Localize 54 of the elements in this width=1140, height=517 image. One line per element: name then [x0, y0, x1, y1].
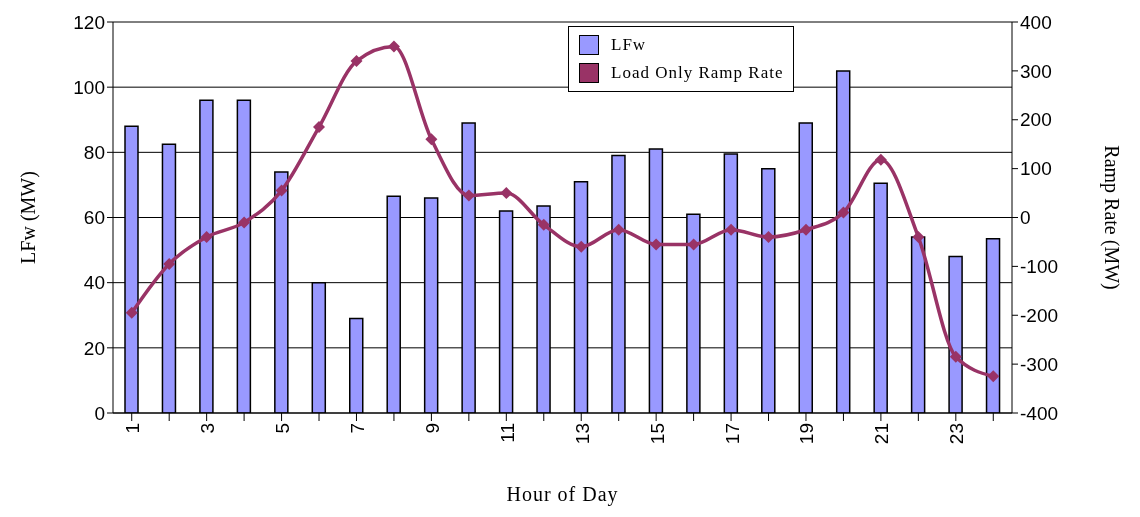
y2-tick-label: -400	[1020, 402, 1059, 424]
point	[425, 133, 438, 146]
legend-label: LFw	[611, 34, 647, 56]
x-tick-label: 5	[272, 423, 294, 434]
y2-tick-label: -300	[1020, 353, 1059, 375]
x-tick-label: 15	[646, 423, 668, 445]
y2-tick-label: 100	[1020, 158, 1052, 180]
x-tick-label: 23	[946, 423, 968, 445]
x-tick-label: 13	[571, 423, 593, 445]
point	[163, 257, 176, 270]
x-tick-label: 7	[346, 423, 368, 434]
point	[500, 187, 513, 200]
y2-tick-label: 300	[1020, 60, 1052, 82]
point	[762, 231, 775, 244]
y-tick-label: 120	[73, 11, 105, 33]
y2-axis-title: Ramp Rate (MW)	[1099, 145, 1123, 290]
x-tick-label: 3	[197, 423, 219, 434]
y2-tick-label: 0	[1020, 207, 1031, 229]
point	[799, 223, 812, 236]
point	[275, 184, 288, 197]
point	[612, 223, 625, 236]
x-tick-label: 17	[721, 423, 743, 445]
point	[575, 240, 588, 253]
point	[350, 55, 363, 68]
point	[125, 306, 138, 319]
y-tick-label: 80	[83, 142, 105, 164]
y2-tick-label: -100	[1020, 256, 1059, 278]
y-tick-label: 0	[94, 402, 105, 424]
x-tick-label: 1	[122, 423, 144, 434]
point	[949, 350, 962, 363]
point	[912, 231, 925, 244]
point	[462, 189, 475, 202]
point	[837, 206, 850, 219]
x-tick-label: 19	[796, 423, 818, 445]
y-tick-label: 40	[83, 272, 105, 294]
legend-label: Load Only Ramp Rate	[611, 62, 784, 84]
point	[987, 370, 1000, 383]
y2-tick-label: -200	[1020, 304, 1059, 326]
y-tick-label: 100	[73, 76, 105, 98]
x-tick-label: 21	[871, 423, 893, 445]
y2-tick-label: 400	[1020, 11, 1052, 33]
point	[874, 153, 887, 166]
y-axis-title: LFw (MW)	[17, 171, 41, 264]
y-tick-label: 60	[83, 207, 105, 229]
point	[537, 218, 550, 231]
x-tick-label: 11	[496, 423, 518, 443]
y2-tick-label: 200	[1020, 109, 1052, 131]
point	[387, 40, 400, 53]
x-tick-label: 9	[421, 423, 443, 434]
x-axis-title: Hour of Day	[506, 483, 619, 506]
point	[313, 121, 326, 134]
y-tick-label: 20	[83, 337, 105, 359]
point	[200, 231, 213, 244]
point	[238, 216, 251, 229]
